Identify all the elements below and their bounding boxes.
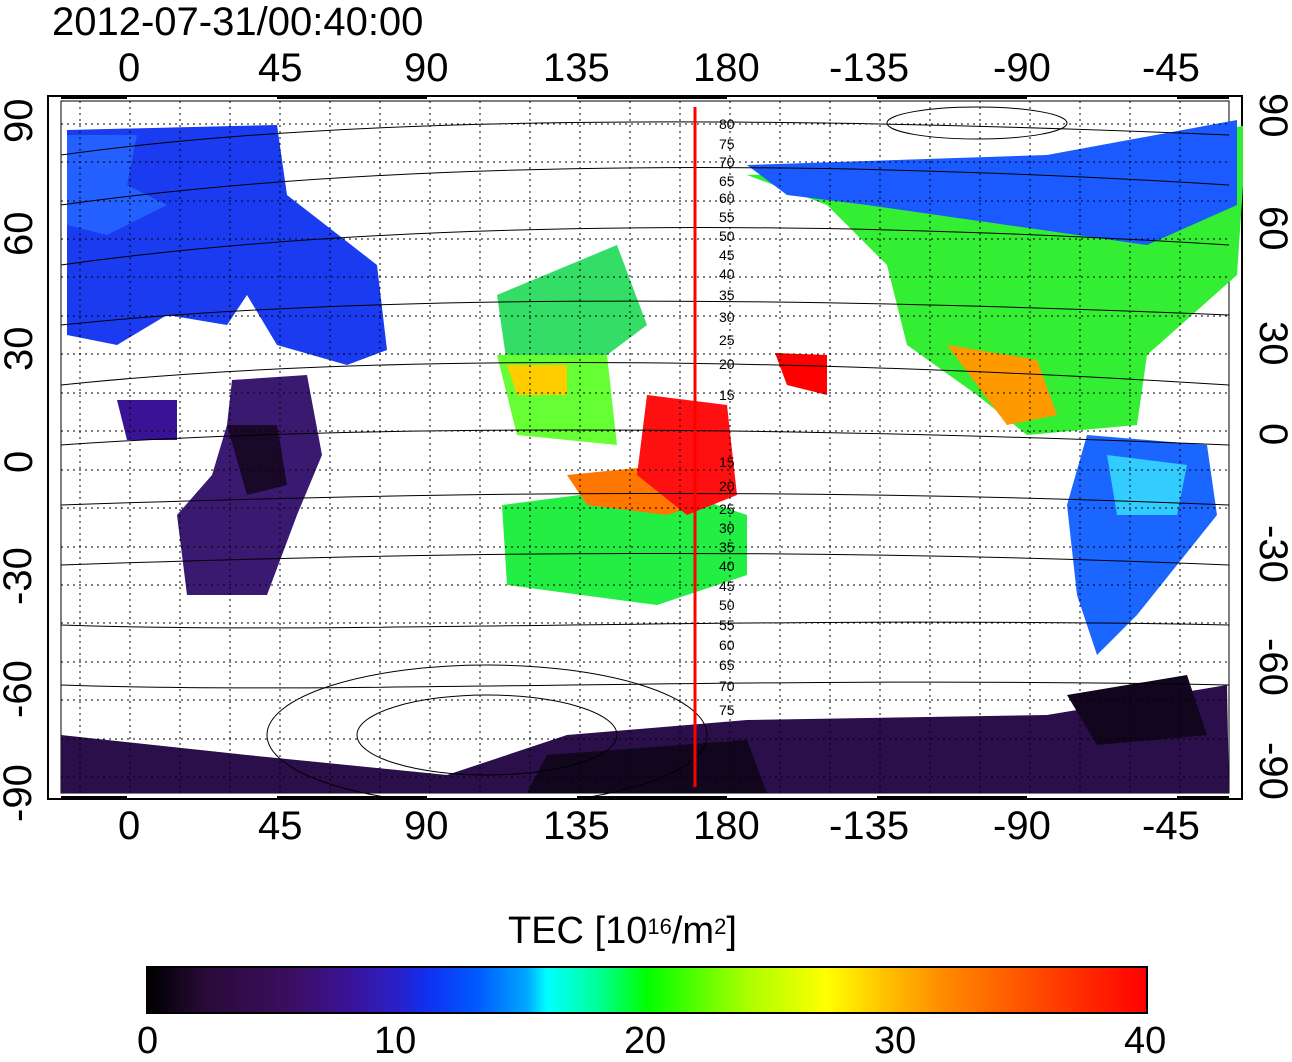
brazil-cyan-region: [1107, 455, 1187, 515]
colorbar-tick: 30: [874, 1020, 917, 1062]
contour-labels: 80 75 70 65 60 55 50 45 40 35 30 25 20 1…: [719, 116, 735, 718]
left-lat-tick: -60: [0, 660, 40, 718]
contour-label: 20: [719, 356, 735, 372]
right-lat-tick: 90: [1251, 93, 1292, 138]
bottom-lon-tick: 0: [118, 804, 141, 848]
left-lat-tick: -30: [0, 547, 40, 605]
map-title: 2012-07-31/00:40:00: [52, 0, 424, 44]
colorbar-title-unit: /m: [671, 910, 715, 952]
graticule: [61, 101, 1229, 793]
contour-label: 20: [719, 478, 735, 494]
bottom-lon-tick: 90: [404, 804, 449, 848]
contour-label: 75: [719, 702, 735, 718]
europe-tec-region: [67, 125, 387, 365]
colorbar-tick: 20: [624, 1020, 667, 1062]
contour-label: 75: [719, 136, 735, 152]
magnetic-contours: [60, 106, 1230, 800]
contour-label: 25: [719, 332, 735, 348]
colorbar-title-exponent: 16: [647, 914, 672, 939]
w-africa-tec: [117, 400, 177, 440]
right-lat-tick: -30: [1251, 525, 1292, 583]
contour-label: 50: [719, 228, 735, 244]
colorbar-title-text: TEC [10: [508, 910, 648, 952]
contour-label: 65: [719, 657, 735, 673]
left-lat-tick: 60: [0, 211, 41, 257]
bottom-lon-tick: 180: [693, 804, 760, 848]
contour-label: 25: [719, 501, 735, 517]
top-lon-tick: 90: [404, 46, 449, 90]
left-lat-tick: 0: [0, 450, 41, 473]
left-lat-tick: 90: [0, 98, 41, 144]
colorbar-title: TEC [1016/m2]: [508, 908, 737, 954]
contour-label: 35: [719, 287, 735, 303]
bottom-lon-tick: -45: [1142, 804, 1200, 848]
colorbar-title-exponent2: 2: [714, 914, 727, 939]
colorbar-tick: 40: [1124, 1020, 1167, 1062]
top-lon-tick: -135: [829, 46, 910, 90]
africa-dark-region: [227, 425, 287, 495]
hawaii-red-region: [775, 353, 827, 395]
left-lat-tick: 30: [0, 326, 41, 372]
top-lon-tick: 180: [693, 46, 760, 90]
right-lat-tick: 0: [1251, 423, 1292, 446]
canada-blue-region: [747, 120, 1237, 245]
contour-label: 65: [719, 173, 735, 189]
bottom-lon-tick: -135: [829, 804, 910, 848]
pacific-red-region: [637, 395, 737, 515]
top-lon-tick: -45: [1142, 46, 1200, 90]
contour-label: 70: [719, 154, 735, 170]
antarctica-dark-core: [527, 740, 767, 793]
contour-label: 70: [719, 678, 735, 694]
top-lon-tick: 135: [543, 46, 610, 90]
east-asia-tec-region: [497, 245, 647, 385]
contour-label: 60: [719, 190, 735, 206]
contour-label: 50: [719, 597, 735, 613]
bottom-lon-tick: 45: [258, 804, 303, 848]
contour-label: 30: [719, 520, 735, 536]
europe-tec-highlight: [67, 135, 167, 235]
contour-label: 35: [719, 539, 735, 555]
colorbar-tick: 10: [374, 1020, 417, 1062]
left-lat-tick: -90: [0, 764, 40, 822]
colorbar: [146, 966, 1148, 1014]
top-lon-tick: 0: [118, 46, 141, 90]
contour-label: 45: [719, 578, 735, 594]
se-asia-warm: [507, 365, 567, 395]
contour-label: 55: [719, 617, 735, 633]
contour-label: 45: [719, 247, 735, 263]
contour-label: 30: [719, 309, 735, 325]
bottom-lon-tick: -90: [993, 804, 1051, 848]
australia-tec-region: [502, 485, 747, 605]
colorbar-title-end: ]: [726, 910, 737, 952]
contour-label: 40: [719, 266, 735, 282]
right-lat-tick: -90: [1251, 742, 1292, 800]
contour-label: 15: [719, 454, 735, 470]
frame-ticks: [61, 95, 1229, 800]
contour-label: 15: [719, 387, 735, 403]
top-lon-tick: 45: [258, 46, 303, 90]
colorbar-tick: 0: [137, 1020, 159, 1062]
contour-label: 40: [719, 558, 735, 574]
tec-map: 80 75 70 65 60 55 50 45 40 35 30 25 20 1…: [47, 95, 1243, 800]
bottom-lon-tick: 135: [543, 804, 610, 848]
top-lon-tick: -90: [993, 46, 1051, 90]
right-lat-tick: 30: [1251, 321, 1292, 366]
contour-label: 60: [719, 637, 735, 653]
contour-label: 80: [719, 116, 735, 132]
right-lat-tick: 60: [1251, 206, 1292, 251]
contour-label: 55: [719, 209, 735, 225]
right-lat-tick: -60: [1251, 638, 1292, 696]
antarctica-east-dark: [1067, 675, 1207, 745]
